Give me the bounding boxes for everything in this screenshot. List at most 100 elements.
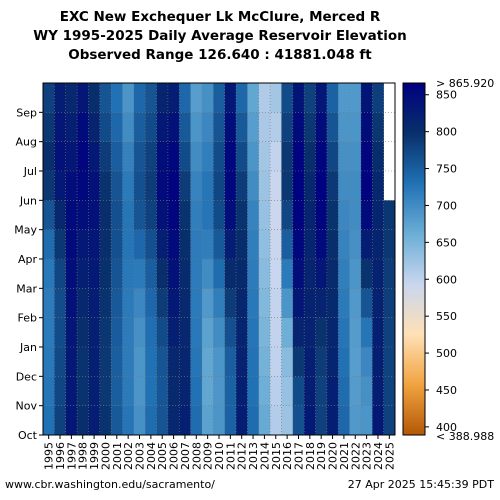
heatmap-cell-2025-Apr bbox=[383, 229, 396, 260]
heatmap-cell-2020-Nov bbox=[326, 376, 339, 406]
heatmap-cell-2017-Feb bbox=[292, 288, 305, 318]
heatmap-cell-2002-Jan bbox=[122, 317, 135, 348]
heatmap-cell-2018-Aug bbox=[304, 112, 316, 142]
heatmap-cell-1998-Apr bbox=[77, 229, 89, 260]
heatmap-cell-1999-Jun bbox=[88, 171, 101, 201]
heatmap-cell-2014-Nov bbox=[258, 376, 271, 406]
heatmap-cell-2014-Feb bbox=[258, 288, 271, 318]
y-tick-label: Nov bbox=[16, 400, 38, 413]
x-tick-label: 2005 bbox=[156, 442, 169, 470]
heatmap-cell-2006-Oct bbox=[167, 405, 180, 436]
heatmap-cell-2009-May bbox=[201, 200, 214, 230]
heatmap-cell-2017-Mar bbox=[292, 259, 305, 289]
colorbar-tick-label: 750 bbox=[436, 163, 457, 176]
heatmap-cell-2007-Aug bbox=[179, 112, 191, 142]
heatmap-cell-2025-Oct bbox=[383, 405, 396, 436]
heatmap-cell-2012-Feb bbox=[236, 288, 248, 318]
heatmap-cell-2021-Jan bbox=[338, 317, 350, 348]
heatmap-cell-2023-Oct bbox=[360, 405, 373, 436]
heatmap-cell-2006-Sep bbox=[167, 83, 180, 113]
x-tick-label: 1998 bbox=[77, 442, 90, 470]
heatmap-cell-2021-Dec bbox=[338, 347, 350, 377]
x-tick-label: 2015 bbox=[270, 442, 283, 470]
heatmap-cell-2013-Mar bbox=[247, 259, 260, 289]
x-tick-label: 2021 bbox=[338, 442, 351, 470]
y-tick-label: Oct bbox=[18, 429, 38, 442]
x-tick-label: 2020 bbox=[327, 442, 340, 470]
heatmap-cell-2010-Dec bbox=[213, 347, 225, 377]
heatmap-cell-2004-Apr bbox=[145, 229, 157, 260]
heatmap-cell-2021-May bbox=[338, 200, 350, 230]
x-tick-label: 1999 bbox=[88, 442, 101, 470]
heatmap-cell-2025-May bbox=[383, 200, 396, 230]
heatmap-cell-1999-Oct bbox=[88, 405, 101, 436]
heatmap-cell-2023-Jul bbox=[360, 141, 373, 172]
heatmap-cell-2004-Aug bbox=[145, 112, 157, 142]
heatmap-cell-1999-Mar bbox=[88, 259, 101, 289]
x-tick-label: 2023 bbox=[361, 442, 374, 470]
heatmap-cell-2024-Nov bbox=[372, 376, 384, 406]
heatmap-cell-2016-Aug bbox=[281, 112, 294, 142]
heatmap-cell-2014-Sep bbox=[258, 83, 271, 113]
heatmap-cell-2012-Nov bbox=[236, 376, 248, 406]
y-axis: Oct Nov Dec Jan Feb Mar Apr May Jun Jul Aug Sep bbox=[14, 106, 43, 442]
y-tick-label: May bbox=[14, 224, 37, 237]
y-tick-label: Mar bbox=[16, 282, 37, 295]
colorbar-tick-label: 850 bbox=[436, 89, 457, 102]
heatmap-cell-2014-Oct bbox=[258, 405, 271, 436]
heatmap-cell-2012-Oct bbox=[236, 405, 248, 436]
heatmap-cell-2002-Jul bbox=[122, 141, 135, 172]
heatmap-cell-2007-Nov bbox=[179, 376, 191, 406]
heatmap-cell-1998-Sep bbox=[77, 83, 89, 113]
heatmap-cell-2018-Jun bbox=[304, 171, 316, 201]
heatmap-cell-2000-May bbox=[99, 200, 112, 230]
heatmap-cell-1997-Nov bbox=[65, 376, 78, 406]
heatmap-cell-1998-Mar bbox=[77, 259, 89, 289]
heatmap-cell-2005-Dec bbox=[156, 347, 169, 377]
heatmap-cell-1995-Mar bbox=[43, 259, 55, 289]
heatmap-cell-2011-Feb bbox=[224, 288, 237, 318]
heatmap-cell-2017-Dec bbox=[292, 347, 305, 377]
heatmap-cell-2000-Jun bbox=[99, 171, 112, 201]
heatmap-cell-2011-Nov bbox=[224, 376, 237, 406]
heatmap-cell-1997-Dec bbox=[65, 347, 78, 377]
heatmap-cell-2013-Aug bbox=[247, 112, 260, 142]
colorbar-tick-label: 800 bbox=[436, 126, 457, 139]
x-tick-label: 2014 bbox=[258, 442, 271, 470]
heatmap-cell-2014-Jun bbox=[258, 171, 271, 201]
heatmap-cell-2019-Oct bbox=[315, 405, 328, 436]
heatmap-cell-2022-Dec bbox=[349, 347, 362, 377]
heatmap-cell-2012-Jun bbox=[236, 171, 248, 201]
heatmap-cell-2021-Apr bbox=[338, 229, 350, 260]
heatmap-cell-2008-Jul bbox=[190, 141, 203, 172]
heatmap-cell-2008-Sep bbox=[190, 83, 203, 113]
heatmap-cell-2009-Feb bbox=[201, 288, 214, 318]
heatmap-cell-1999-Jul bbox=[88, 141, 101, 172]
heatmap-cell-1995-Jan bbox=[43, 317, 55, 348]
heatmap-cell-2017-Jan bbox=[292, 317, 305, 348]
heatmap-cell-2017-Jul bbox=[292, 141, 305, 172]
heatmap-cell-2000-Jan bbox=[99, 317, 112, 348]
heatmap-cell-2003-Apr bbox=[133, 229, 146, 260]
heatmap-cell-2007-May bbox=[179, 200, 191, 230]
heatmap-cell-2011-Jul bbox=[224, 141, 237, 172]
heatmap-cell-2008-Jun bbox=[190, 171, 203, 201]
heatmap-cell-2010-Aug bbox=[213, 112, 225, 142]
heatmap-cell-2010-Jan bbox=[213, 317, 225, 348]
colorbar-gradient bbox=[402, 82, 426, 436]
heatmap-cell-2020-Jun bbox=[326, 171, 339, 201]
heatmap-cell-2022-Aug bbox=[349, 112, 362, 142]
heatmap-cell-2000-Feb bbox=[99, 288, 112, 318]
heatmap-cell-2000-Nov bbox=[99, 376, 112, 406]
heatmap-cell-2005-Mar bbox=[156, 259, 169, 289]
heatmap-cell-1998-Jul bbox=[77, 141, 89, 172]
heatmap-cell-2013-Jul bbox=[247, 141, 260, 172]
colorbar-ticks: 400 450 500 550 600 650 700 750 800 850 bbox=[425, 89, 457, 434]
heatmap-cell-2010-Mar bbox=[213, 259, 225, 289]
heatmap-cell-2013-Feb bbox=[247, 288, 260, 318]
heatmap-cell-2006-Aug bbox=[167, 112, 180, 142]
heatmap-cell-1996-Jan bbox=[54, 317, 66, 348]
heatmap-cell-2003-Jul bbox=[133, 141, 146, 172]
heatmap-cell-2014-Jul bbox=[258, 141, 271, 172]
heatmap-cell-2014-Mar bbox=[258, 259, 271, 289]
